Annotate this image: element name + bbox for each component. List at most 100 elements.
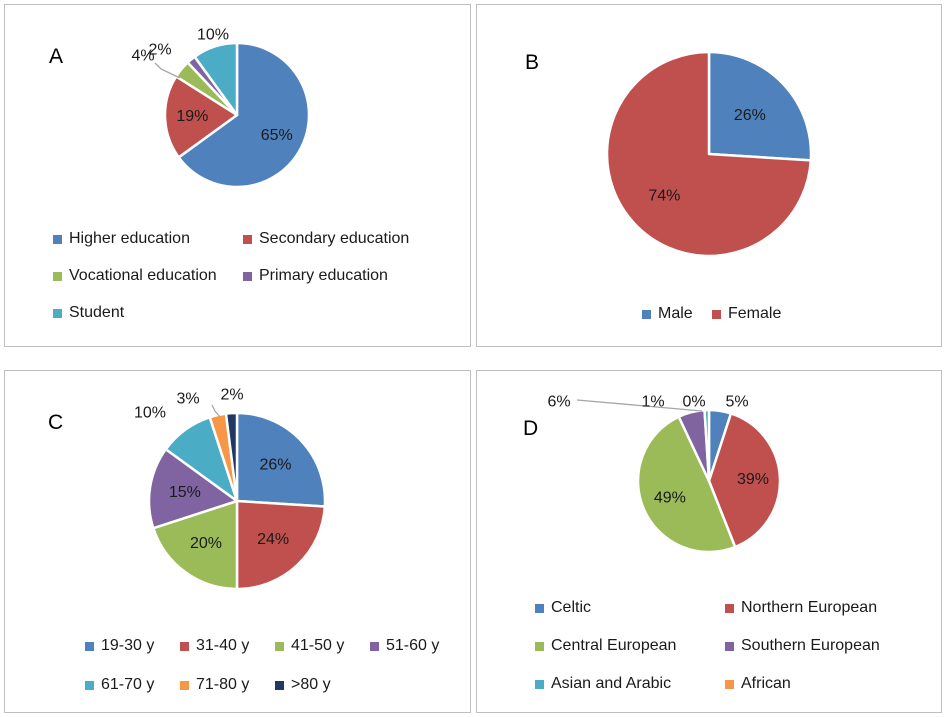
data-label: 49% [654, 489, 686, 506]
legend-item: African [725, 675, 791, 693]
data-label: 0% [682, 394, 705, 411]
data-label: 24% [257, 531, 289, 548]
legend-label: 31-40 y [196, 637, 250, 654]
pie-slice-northern-european [707, 412, 782, 549]
data-label: 4% [131, 48, 154, 65]
legend-item: Male [642, 305, 693, 323]
legend-swatch [535, 603, 544, 613]
legend-label: 19-30 y [101, 637, 155, 654]
chart-panel-d: D 5% 39% 49% 6% 1% 0% Celtic Northern European… [476, 370, 942, 713]
legend-label: Higher education [69, 230, 190, 247]
panel-label-b: B [525, 51, 540, 74]
legend-swatch [725, 641, 734, 651]
data-label: 10% [197, 27, 229, 44]
legend-item: Student [53, 304, 124, 322]
legend-label: Central European [551, 637, 677, 654]
legend-label: 41-50 y [291, 637, 345, 654]
legend-swatch [535, 679, 544, 689]
legend-item: Southern European [725, 637, 880, 655]
legend-item: >80 y [275, 676, 331, 694]
legend-swatch [85, 641, 94, 651]
legend-label: Vocational education [69, 267, 217, 284]
legend-swatch [53, 271, 62, 281]
legend-item: Celtic [535, 599, 591, 617]
legend-item: Northern European [725, 599, 877, 617]
legend-swatch [725, 679, 734, 689]
legend-item: 51-60 y [370, 637, 439, 655]
legend-label: Northern European [741, 599, 878, 616]
pie-slice-19-30-y [235, 411, 327, 508]
legend-swatch [85, 680, 94, 690]
leader-line [576, 399, 703, 412]
pie-slice-central-european [636, 415, 737, 554]
chart-panel-b: B 26% 74% Male Female [476, 4, 942, 347]
legend-item: 71-80 y [180, 676, 249, 694]
data-label: 39% [737, 471, 769, 488]
pie-slice-female [605, 50, 813, 258]
legend-swatch [275, 680, 284, 690]
legend-label: >80 y [291, 676, 331, 693]
data-label: 65% [261, 127, 293, 144]
data-label: 74% [648, 187, 680, 204]
legend-swatch [53, 234, 62, 244]
legend-label: 61-70 y [101, 676, 155, 693]
panel-label-a: A [49, 45, 64, 68]
legend-swatch [180, 641, 189, 651]
pie-slice-41-50-y [152, 499, 239, 591]
legend-label: Male [658, 305, 693, 322]
data-label: 15% [169, 484, 201, 501]
pie-slice-31-40-y [235, 499, 327, 591]
legend-item: 31-40 y [180, 637, 249, 655]
data-label: 19% [176, 108, 208, 125]
data-label: 2% [148, 42, 171, 59]
data-label: 5% [725, 394, 748, 411]
legend-item: Secondary education [243, 230, 409, 248]
pie-chart-age: 26% 24% 20% 15% 10% 3% 2% [134, 387, 327, 591]
legend-item: Vocational education [53, 267, 217, 285]
legend-item: Primary education [243, 267, 388, 285]
pie-chart-education: 65% 19% 4%2% 10% [131, 27, 311, 189]
legend-label: Celtic [551, 599, 592, 616]
data-label: 10% [134, 405, 166, 422]
legend-item: Central European [535, 637, 676, 655]
pie-slice-student [193, 41, 239, 117]
data-label: 26% [259, 456, 291, 473]
chart-panel-c: C 26% 24% 20% 15% 10% 3% 2% 19-30 y 31-40 y 41-5… [4, 370, 471, 713]
legend-label: Student [69, 304, 125, 321]
legend-label: Southern European [741, 637, 880, 654]
panel-label-d: D [523, 417, 539, 440]
legend-item: Female [712, 305, 781, 323]
data-label: 6% [547, 394, 570, 411]
data-label: 3% [176, 391, 199, 408]
pie-slice-higher-education [177, 41, 311, 189]
legend-swatch [370, 641, 379, 651]
legend-label: African [741, 675, 791, 692]
leader-line [154, 62, 181, 79]
legend-item: 41-50 y [275, 637, 344, 655]
data-label: 20% [190, 535, 222, 552]
legend-swatch [275, 641, 284, 651]
legend-swatch [180, 680, 189, 690]
pie-slice-male [707, 50, 813, 162]
legend-swatch [725, 603, 734, 613]
data-label: 2% [220, 387, 243, 404]
legend-label: Asian and Arabic [551, 675, 672, 692]
leader-line [211, 404, 221, 418]
pie-chart-ethnicity: 5% 39% 49% 6% 1% 0% [547, 394, 782, 554]
pie-chart-gender: 26% 74% [605, 50, 813, 258]
legend-swatch [642, 309, 651, 319]
data-label: 1% [641, 394, 664, 411]
legend-swatch [53, 308, 62, 318]
panel-label-c: C [48, 411, 64, 434]
legend-item: Higher education [53, 230, 190, 248]
legend-swatch [243, 271, 252, 281]
pie-slice-secondary-education [163, 75, 239, 159]
legend-item: 19-30 y [85, 637, 154, 655]
pie-slice-asian-and-arabic [703, 408, 711, 483]
data-label: 26% [734, 107, 766, 124]
legend-label: Female [728, 305, 782, 322]
legend-swatch [535, 641, 544, 651]
legend-label: Secondary education [259, 230, 410, 247]
legend-swatch [712, 309, 721, 319]
legend-label: 71-80 y [196, 676, 250, 693]
